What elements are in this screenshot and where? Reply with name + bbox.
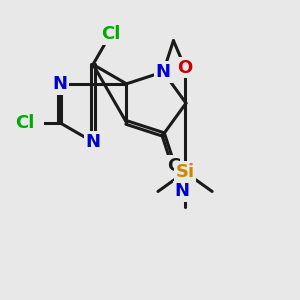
Text: C: C <box>167 157 180 175</box>
Text: Cl: Cl <box>101 25 120 43</box>
Text: Si: Si <box>176 163 195 181</box>
Text: Cl: Cl <box>15 113 34 131</box>
Text: N: N <box>174 182 189 200</box>
Text: N: N <box>52 75 67 93</box>
Text: N: N <box>85 133 100 151</box>
Text: O: O <box>177 59 193 77</box>
Text: N: N <box>156 63 171 81</box>
